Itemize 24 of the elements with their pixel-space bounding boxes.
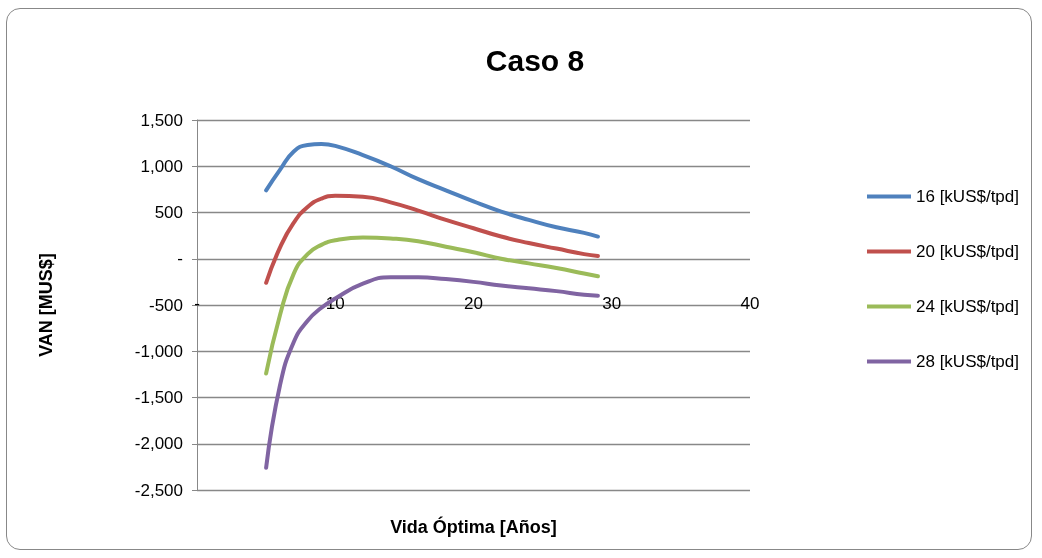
x-tick-label: 20 [464,294,483,313]
legend-label: 20 [kUS$/tpd] [916,242,1020,261]
y-tick-label: -500 [148,295,183,315]
x-tick-label: 40 [740,294,760,313]
line-series [264,235,600,376]
legend-label: 24 [kUS$/tpd] [916,297,1020,316]
y-tick-label: - [177,249,183,269]
legend-label: 16 [kUS$/tpd] [916,187,1020,206]
x-tick-label: - [194,294,200,313]
x-tick-label: 30 [602,294,622,313]
y-tick-label: 500 [154,203,183,222]
y-tick-label: -1,500 [134,388,183,407]
y-axis-title: VAN [MUS$] [36,253,56,357]
line-series [264,142,600,239]
y-tick-label: -2,500 [134,480,183,500]
y-tick-label: -1,000 [134,341,183,361]
x-axis-title: Vida Óptima [Años] [390,516,557,537]
line-series [264,275,600,470]
legend-label: 28 [kUS$/tpd] [916,352,1020,371]
chart-title: Caso 8 [485,43,585,77]
line-series [264,193,600,285]
y-tick-label: 1,500 [140,110,183,130]
y-tick-label: -2,000 [134,434,183,454]
y-tick-label: 1,000 [140,156,183,176]
